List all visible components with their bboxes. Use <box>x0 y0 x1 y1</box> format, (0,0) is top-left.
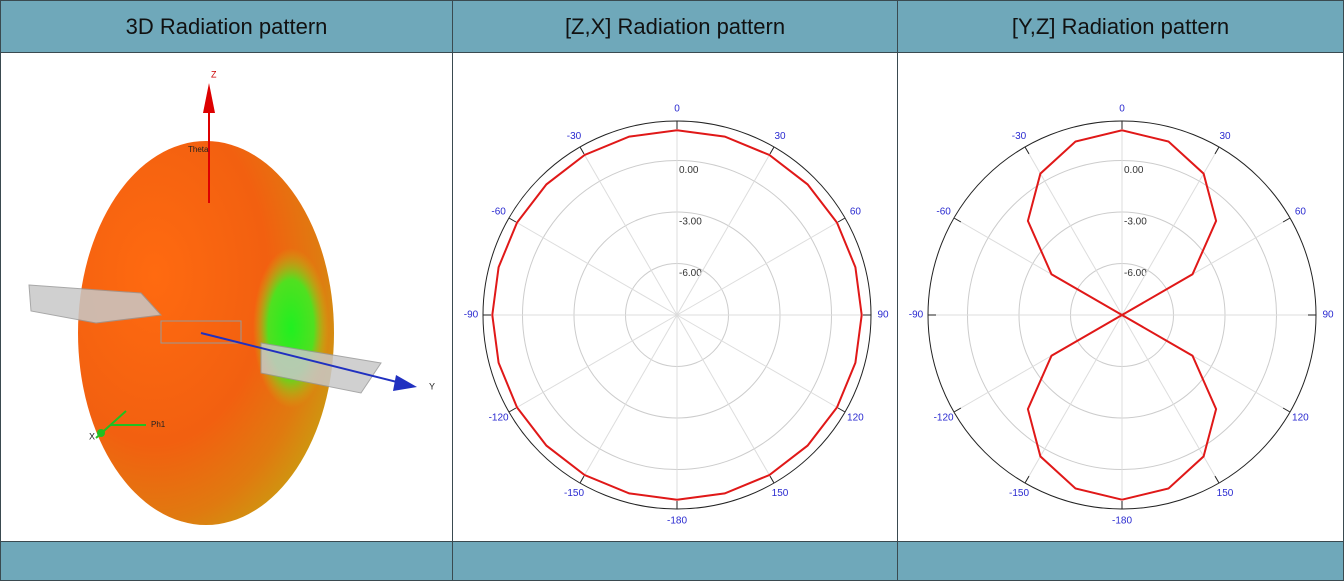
theta-tick-label: -30 <box>567 131 582 142</box>
theta-tick-label: 120 <box>847 413 864 424</box>
theta-tick-label: 60 <box>850 207 862 218</box>
theta-tick-label: -30 <box>1012 131 1027 142</box>
annotation: Theta <box>188 145 209 154</box>
tick-mark <box>580 476 584 483</box>
annotation: Ph1 <box>151 420 166 429</box>
tick-mark <box>580 147 584 154</box>
theta-tick-label: 0 <box>674 104 680 115</box>
grid-line <box>1122 315 1219 483</box>
header-cell: [Y,Z] Radiation pattern <box>897 0 1344 53</box>
theta-tick-label: -120 <box>489 413 509 424</box>
theta-tick-label: -120 <box>934 413 954 424</box>
polar-chart: 0.00-3.00-6.000306090120150-180-150-120-… <box>453 53 897 541</box>
theta-tick-label: 150 <box>772 488 789 499</box>
x-arrow <box>97 429 105 437</box>
r-tick-label: 0.00 <box>679 165 699 176</box>
theta-tick-label: -60 <box>936 207 951 218</box>
tick-mark <box>1215 476 1219 483</box>
grid-line <box>580 315 677 483</box>
grid-line <box>677 218 845 315</box>
grid-line <box>1025 315 1122 483</box>
tick-mark <box>838 408 845 412</box>
theta-tick-label: 150 <box>1217 488 1234 499</box>
theta-tick-label: 30 <box>774 131 786 142</box>
grid-line <box>509 315 677 412</box>
theta-tick-label: -150 <box>564 488 584 499</box>
tick-mark <box>509 408 516 412</box>
tick-mark <box>838 218 845 222</box>
footer-cell <box>452 541 898 581</box>
theta-tick-label: -180 <box>667 516 687 527</box>
grid-line <box>677 315 774 483</box>
header-cell: [Z,X] Radiation pattern <box>452 0 898 53</box>
grid-line <box>677 315 845 412</box>
tick-mark <box>509 218 516 222</box>
tick-mark <box>1025 476 1029 483</box>
view-3d: Z Y X Theta Ph1 <box>1 53 452 541</box>
theta-tick-label: 30 <box>1219 131 1231 142</box>
theta-tick-label: -150 <box>1009 488 1029 499</box>
theta-tick-label: -180 <box>1112 516 1132 527</box>
tick-mark <box>1283 218 1290 222</box>
tick-mark <box>954 408 961 412</box>
r-tick-label: -3.00 <box>1124 217 1147 228</box>
theta-tick-label: 90 <box>1322 310 1334 321</box>
footer-cell <box>0 541 453 581</box>
tick-mark <box>1283 408 1290 412</box>
theta-tick-label: 90 <box>877 310 889 321</box>
tick-mark <box>770 147 774 154</box>
axis-label: Y <box>429 381 435 391</box>
tick-mark <box>954 218 961 222</box>
theta-tick-label: 120 <box>1292 413 1309 424</box>
axis-label: X <box>89 431 95 441</box>
page: 3D Radiation pattern [Z,X] Radiation pat… <box>0 0 1344 581</box>
r-tick-label: 0.00 <box>1124 165 1144 176</box>
polar-chart: 0.00-3.00-6.000306090120150-180-150-120-… <box>898 53 1343 541</box>
footer-cell <box>897 541 1344 581</box>
theta-tick-label: 60 <box>1295 207 1307 218</box>
theta-tick-label: -90 <box>909 310 924 321</box>
theta-tick-label: -60 <box>491 207 506 218</box>
axis-label: Z <box>211 69 217 79</box>
r-tick-label: -3.00 <box>679 217 702 228</box>
theta-tick-label: 0 <box>1119 104 1125 115</box>
tick-mark <box>770 476 774 483</box>
tick-mark <box>1025 147 1029 154</box>
theta-tick-label: -90 <box>464 310 479 321</box>
z-arrow <box>203 83 215 113</box>
body-cell: Z Y X Theta Ph1 <box>0 52 453 542</box>
header-cell: 3D Radiation pattern <box>0 0 453 53</box>
grid-line <box>509 218 677 315</box>
y-arrow <box>393 375 417 391</box>
grid-line <box>1025 147 1122 315</box>
grid-line <box>580 147 677 315</box>
tick-mark <box>1215 147 1219 154</box>
